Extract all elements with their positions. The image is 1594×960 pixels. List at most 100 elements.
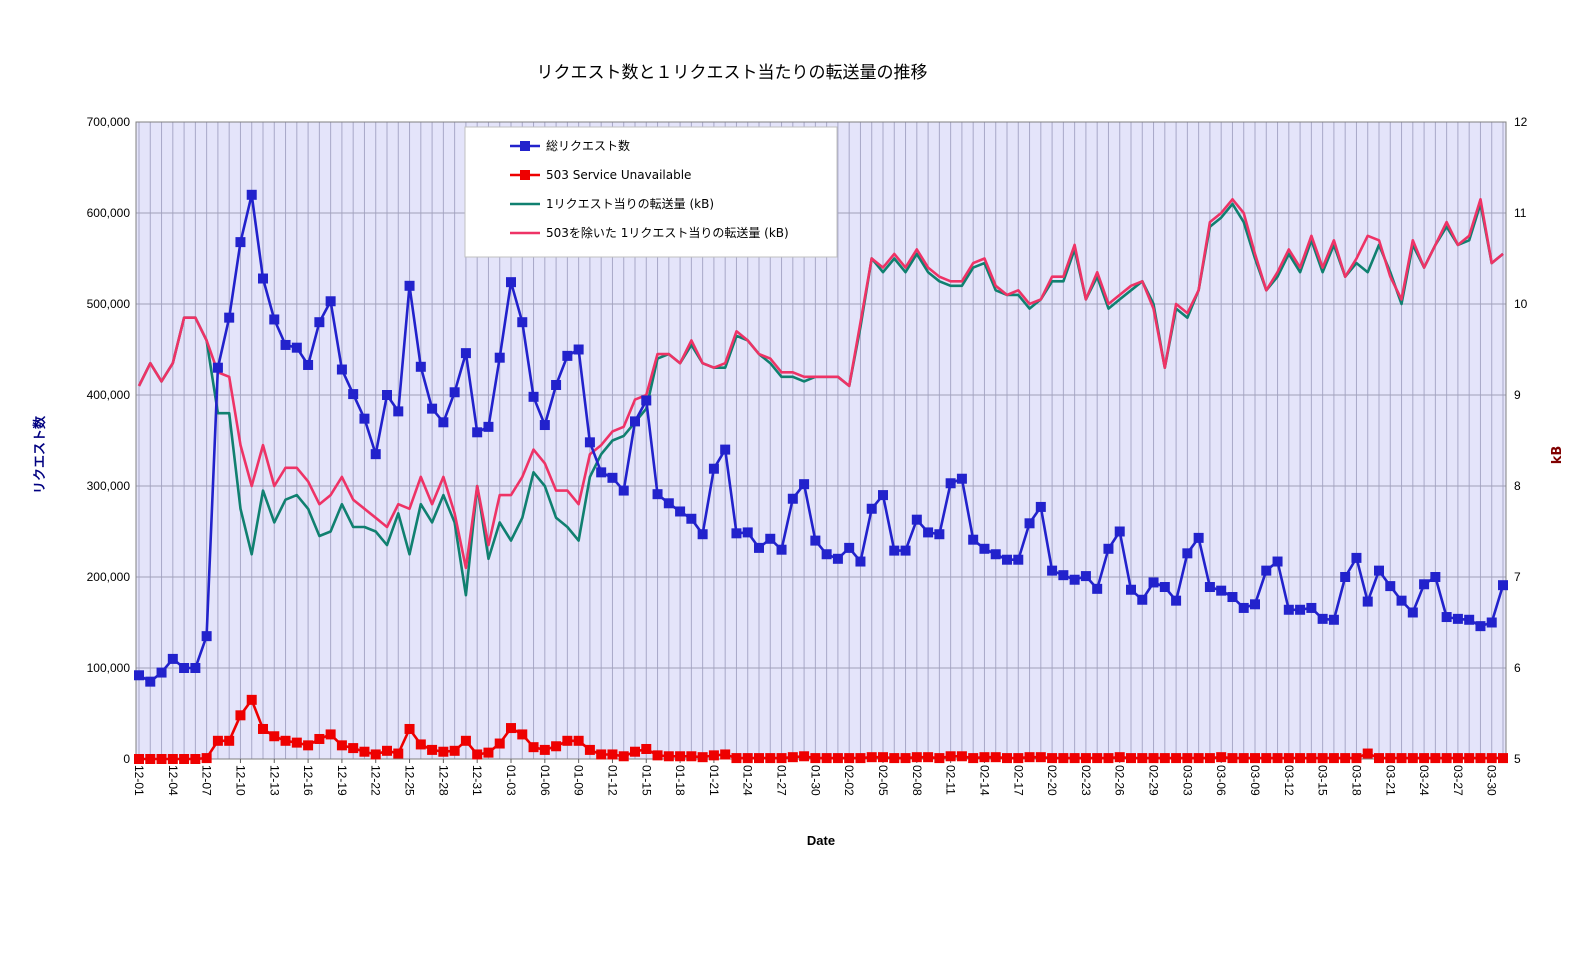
data-point [1092,583,1103,594]
data-point [517,729,528,740]
data-point [968,753,979,764]
data-point [1238,753,1249,764]
data-point [1475,753,1486,764]
data-point [923,527,934,538]
x-tick-label: 03-15 [1316,765,1330,796]
data-point [934,529,945,540]
data-point [370,749,381,760]
x-tick-label: 03-30 [1485,765,1499,796]
data-point [1182,753,1193,764]
x-tick-label: 03-03 [1180,765,1194,796]
data-point [1374,753,1384,764]
data-point [911,752,922,763]
data-point [167,653,178,664]
x-tick-label: 01-18 [673,765,687,796]
data-point [1441,753,1452,764]
legend-item: 503 Service Unavailable [510,168,691,182]
data-point [1452,613,1463,624]
data-point [1464,753,1475,764]
data-point [1295,604,1306,615]
data-point [1351,552,1362,563]
data-point [799,479,810,490]
data-point [911,514,922,525]
y-axis-left-ticks: 0 100,000 200,000 300,000 400,000 500,000 600,… [87,115,131,766]
legend-item: 総リクエスト数 [510,138,630,153]
data-point [1114,752,1125,763]
data-point [1069,574,1080,585]
data-point [1238,602,1249,613]
data-point [258,273,268,284]
data-point [1148,753,1159,764]
data-point [889,545,900,556]
data-point [596,467,607,478]
data-point [708,750,719,761]
data-point [280,735,291,746]
data-point [787,752,798,763]
data-point [539,420,550,431]
data-point [179,754,190,764]
data-point [1340,572,1351,582]
data-point [1227,592,1238,603]
data-point [1396,753,1407,764]
x-tick-label: 03-06 [1214,765,1228,796]
data-point [979,543,990,554]
data-point [303,740,314,751]
legend: 総リクエスト数 503 Service Unavailable 1リクエスト当りの転… [464,126,838,258]
data-point [1182,548,1193,559]
data-point [675,506,686,517]
x-tick-label: 12-01 [132,765,146,796]
x-tick-label: 12-31 [470,765,484,796]
data-point [1261,565,1272,576]
data-point [584,744,595,755]
data-point [573,344,584,355]
legend-label: 1リクエスト当りの転送量 (kB) [546,196,714,211]
x-tick-label: 12-13 [267,765,281,796]
data-point [235,710,246,721]
y-axis-right-ticks: 5 6 7 8 9 10 11 12 [1514,115,1528,766]
y-tick-label-right: 12 [1514,115,1528,129]
data-point [731,753,742,764]
y-tick-label-left: 700,000 [87,115,131,129]
data-point [506,723,516,734]
data-point [697,529,708,540]
legend-item: 1リクエスト当りの転送量 (kB) [510,196,714,211]
data-point [314,317,325,328]
data-point [855,556,866,567]
x-tick-label: 12-10 [233,765,247,796]
data-point [1227,753,1238,764]
data-point [291,737,302,748]
data-point [1317,613,1328,624]
data-point [179,663,190,673]
x-tick-label: 02-26 [1113,765,1127,796]
x-tick-label: 01-21 [707,765,721,796]
data-point [460,735,471,746]
data-point [393,406,404,417]
data-point [1035,501,1046,512]
y-tick-label-right: 10 [1514,297,1528,311]
data-point [1193,753,1204,764]
data-point [1204,582,1215,593]
x-tick-label: 12-16 [301,765,315,796]
data-point [472,749,483,760]
data-point [1171,753,1182,764]
data-point [359,413,370,424]
data-point [449,745,460,756]
x-tick-label: 02-08 [910,765,924,796]
data-point [1193,532,1204,543]
data-point [1159,753,1170,764]
data-point [799,751,810,762]
data-point [1126,753,1136,764]
data-point [1385,581,1396,592]
data-point [878,752,888,763]
data-point [269,314,280,325]
data-point [1024,518,1035,529]
data-point [607,749,618,760]
data-point [607,472,618,483]
data-point [1306,753,1317,764]
data-point [945,751,956,762]
data-point [1013,554,1024,565]
data-point [652,750,663,761]
x-tick-label: 02-20 [1045,765,1059,796]
data-point [1419,579,1430,590]
data-point [1419,753,1430,764]
